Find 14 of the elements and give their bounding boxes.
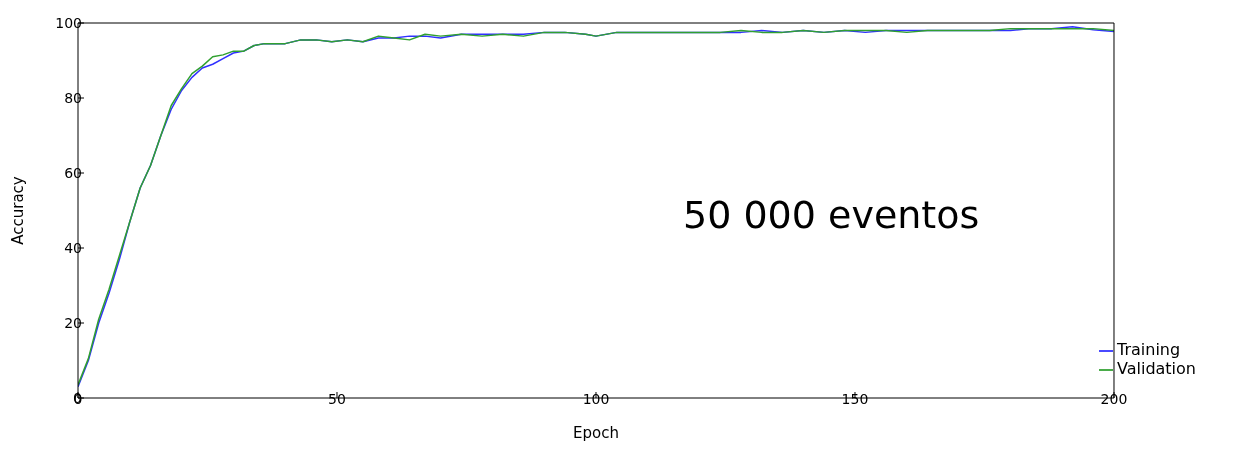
x-tick-label: 150 <box>841 390 869 407</box>
y-tick-label: 60 <box>64 164 82 181</box>
x-axis-title: Epoch <box>573 424 619 442</box>
y-axis-title: Accuracy <box>9 176 28 245</box>
x-tick-label: 200 <box>1100 390 1128 407</box>
y-tick-label: 40 <box>64 239 82 256</box>
x-tick-label: 50 <box>328 390 346 407</box>
annotation: 50 000 eventos <box>683 193 980 237</box>
y-tick-label: 80 <box>64 89 82 106</box>
legend-label: Training <box>1116 340 1181 359</box>
y-tick-label: 20 <box>64 314 82 331</box>
legend-label: Validation <box>1116 359 1196 378</box>
x-tick-label: 100 <box>582 390 610 407</box>
y-tick-label: 100 <box>55 14 82 31</box>
